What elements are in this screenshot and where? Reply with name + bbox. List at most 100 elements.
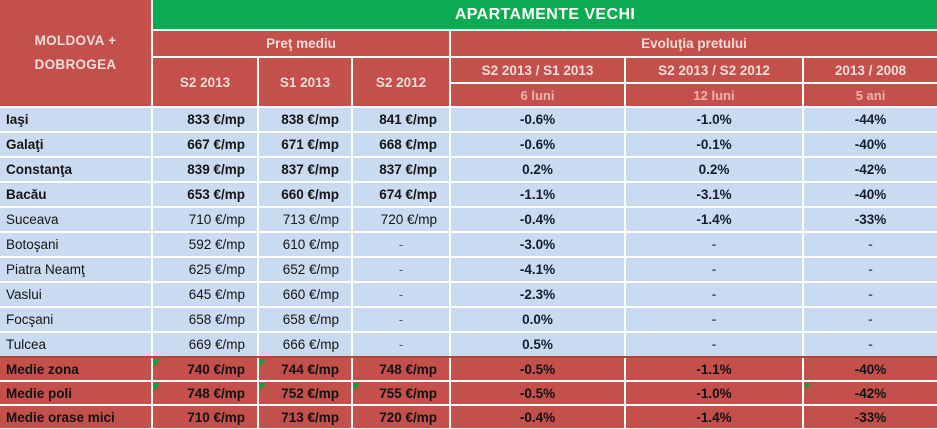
price-cell[interactable]: - bbox=[351, 231, 451, 258]
evolution-cell[interactable]: 0.0% bbox=[449, 306, 626, 333]
price-cell[interactable]: 748 €/mp bbox=[351, 356, 451, 382]
city-cell[interactable]: Bacău bbox=[0, 181, 153, 208]
period-header-12-luni[interactable]: 12 luni bbox=[624, 82, 804, 108]
evolution-cell[interactable]: -42% bbox=[801, 380, 937, 406]
price-cell[interactable]: 713 €/mp bbox=[257, 404, 353, 429]
region-header-cell[interactable]: MOLDOVA + DOBROGEA bbox=[0, 0, 153, 108]
city-cell[interactable]: Piatra Neamţ bbox=[0, 256, 153, 283]
price-cell[interactable]: - bbox=[351, 331, 451, 358]
city-cell[interactable]: Iaşi bbox=[0, 106, 153, 133]
price-cell[interactable]: 592 €/mp bbox=[151, 231, 259, 258]
price-cell[interactable]: 841 €/mp bbox=[351, 106, 451, 133]
city-cell[interactable]: Vaslui bbox=[0, 281, 153, 308]
evolution-cell[interactable]: -0.6% bbox=[449, 106, 626, 133]
evolution-cell[interactable]: -0.5% bbox=[449, 356, 626, 382]
price-cell[interactable]: 752 €/mp bbox=[257, 380, 353, 406]
price-cell[interactable]: 833 €/mp bbox=[151, 106, 259, 133]
price-cell[interactable]: - bbox=[351, 256, 451, 283]
price-cell[interactable]: 669 €/mp bbox=[151, 331, 259, 358]
evolution-cell[interactable]: - bbox=[624, 231, 804, 258]
price-cell[interactable]: 658 €/mp bbox=[257, 306, 353, 333]
evolution-cell[interactable]: - bbox=[801, 306, 937, 333]
table-title-cell[interactable]: APARTAMENTE VECHI bbox=[150, 0, 937, 31]
city-cell[interactable]: Medie orase mici bbox=[0, 404, 153, 429]
price-cell[interactable]: 674 €/mp bbox=[351, 181, 451, 208]
price-cell[interactable]: 660 €/mp bbox=[257, 181, 353, 208]
evolution-cell[interactable]: -44% bbox=[801, 106, 937, 133]
col-header-s2-2013[interactable]: S2 2013 bbox=[152, 56, 259, 108]
evolution-cell[interactable]: 0.2% bbox=[449, 156, 626, 183]
price-cell[interactable]: 645 €/mp bbox=[151, 281, 259, 308]
evolution-cell[interactable]: -0.6% bbox=[449, 131, 626, 158]
period-header-6-luni[interactable]: 6 luni bbox=[450, 82, 626, 108]
evolution-cell[interactable]: - bbox=[801, 281, 937, 308]
col-header-s2-2012[interactable]: S2 2012 bbox=[351, 56, 451, 108]
evolution-cell[interactable]: -1.0% bbox=[624, 380, 804, 406]
evolution-cell[interactable]: -0.1% bbox=[624, 131, 804, 158]
price-cell[interactable]: 625 €/mp bbox=[151, 256, 259, 283]
price-cell[interactable]: 710 €/mp bbox=[151, 404, 259, 429]
evolution-cell[interactable]: -3.1% bbox=[624, 181, 804, 208]
evolution-cell[interactable]: -2.3% bbox=[449, 281, 626, 308]
evolution-cell[interactable]: -1.4% bbox=[624, 206, 804, 233]
price-cell[interactable]: 748 €/mp bbox=[151, 380, 259, 406]
evolution-cell[interactable]: -33% bbox=[801, 404, 937, 429]
price-cell[interactable]: 668 €/mp bbox=[351, 131, 451, 158]
evolution-cell[interactable]: - bbox=[801, 231, 937, 258]
evolution-cell[interactable]: - bbox=[624, 256, 804, 283]
city-cell[interactable]: Tulcea bbox=[0, 331, 153, 358]
city-cell[interactable]: Botoşani bbox=[0, 231, 153, 258]
price-cell[interactable]: - bbox=[351, 306, 451, 333]
evolution-cell[interactable]: -33% bbox=[801, 206, 937, 233]
evolution-cell[interactable]: -40% bbox=[801, 356, 937, 382]
city-cell[interactable]: Medie poli bbox=[0, 380, 153, 406]
city-cell[interactable]: Galaţi bbox=[0, 131, 153, 158]
price-cell[interactable]: 837 €/mp bbox=[257, 156, 353, 183]
evolution-cell[interactable]: -0.4% bbox=[449, 206, 626, 233]
evolution-cell[interactable]: -1.1% bbox=[624, 356, 804, 382]
evolution-cell[interactable]: 0.5% bbox=[449, 331, 626, 358]
col-header-s1-2013[interactable]: S1 2013 bbox=[257, 56, 353, 108]
evolution-cell[interactable]: -42% bbox=[801, 156, 937, 183]
price-cell[interactable]: 660 €/mp bbox=[257, 281, 353, 308]
city-cell[interactable]: Constanţa bbox=[0, 156, 153, 183]
evolution-cell[interactable]: - bbox=[624, 281, 804, 308]
price-cell[interactable]: 720 €/mp bbox=[351, 404, 451, 429]
price-cell[interactable]: 658 €/mp bbox=[151, 306, 259, 333]
price-cell[interactable]: 653 €/mp bbox=[151, 181, 259, 208]
evolution-cell[interactable]: -4.1% bbox=[449, 256, 626, 283]
price-cell[interactable]: 838 €/mp bbox=[257, 106, 353, 133]
period-header-5-ani[interactable]: 5 ani bbox=[801, 82, 937, 108]
price-cell[interactable]: 666 €/mp bbox=[257, 331, 353, 358]
evolution-cell[interactable]: - bbox=[801, 331, 937, 358]
price-cell[interactable]: 744 €/mp bbox=[257, 356, 353, 382]
price-cell[interactable]: 710 €/mp bbox=[151, 206, 259, 233]
price-cell[interactable]: 667 €/mp bbox=[151, 131, 259, 158]
evolution-cell[interactable]: -0.5% bbox=[449, 380, 626, 406]
price-cell[interactable]: - bbox=[351, 281, 451, 308]
evolution-cell[interactable]: 0.2% bbox=[624, 156, 804, 183]
col-header-evo-5y[interactable]: 2013 / 2008 bbox=[801, 56, 937, 84]
price-cell[interactable]: 839 €/mp bbox=[151, 156, 259, 183]
price-cell[interactable]: 740 €/mp bbox=[151, 356, 259, 382]
evolution-group-header[interactable]: Evoluţia pretului bbox=[448, 29, 937, 58]
price-cell[interactable]: 837 €/mp bbox=[351, 156, 451, 183]
evolution-cell[interactable]: -40% bbox=[801, 131, 937, 158]
evolution-cell[interactable]: -1.1% bbox=[449, 181, 626, 208]
evolution-cell[interactable]: -1.0% bbox=[624, 106, 804, 133]
evolution-cell[interactable]: - bbox=[624, 306, 804, 333]
city-cell[interactable]: Medie zona bbox=[0, 356, 153, 382]
price-cell[interactable]: 652 €/mp bbox=[257, 256, 353, 283]
evolution-cell[interactable]: -0.4% bbox=[449, 404, 626, 429]
price-cell[interactable]: 610 €/mp bbox=[257, 231, 353, 258]
evolution-cell[interactable]: - bbox=[801, 256, 937, 283]
price-group-header[interactable]: Preţ mediu bbox=[152, 29, 451, 58]
evolution-cell[interactable]: -1.4% bbox=[624, 404, 804, 429]
evolution-cell[interactable]: -40% bbox=[801, 181, 937, 208]
city-cell[interactable]: Focşani bbox=[0, 306, 153, 333]
price-cell[interactable]: 671 €/mp bbox=[257, 131, 353, 158]
price-cell[interactable]: 713 €/mp bbox=[257, 206, 353, 233]
price-cell[interactable]: 720 €/mp bbox=[351, 206, 451, 233]
evolution-cell[interactable]: - bbox=[624, 331, 804, 358]
price-cell[interactable]: 755 €/mp bbox=[351, 380, 451, 406]
